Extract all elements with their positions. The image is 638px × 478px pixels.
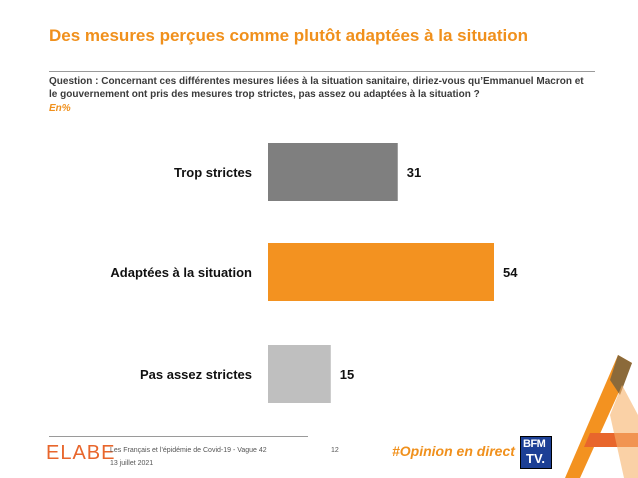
- hashtag-text: #Opinion en direct: [392, 443, 515, 459]
- bar-2: [268, 345, 331, 403]
- page-number: 12: [331, 447, 339, 454]
- bfmtv-logo-line1: BFM: [523, 438, 546, 450]
- unit-label: En%: [49, 103, 71, 114]
- value-label-1: 54: [503, 265, 518, 280]
- header-divider: [49, 71, 595, 72]
- question-text: Question : Concernant ces différentes me…: [49, 76, 584, 100]
- elabe-logo-text: ELABE: [46, 442, 116, 464]
- study-date: 13 juillet 2021: [110, 460, 154, 467]
- bar-chart: Trop strictes 31 Adaptées à la situation 54…: [110, 143, 518, 403]
- page-title: Des mesures perçues comme plutôt adaptée…: [49, 26, 528, 45]
- bfmtv-logo-line2: TV.: [526, 451, 546, 466]
- study-name: Les Français et l’épidémie de Covid-19 -…: [110, 447, 267, 454]
- bfmtv-logo: BFM TV.: [520, 436, 552, 469]
- category-label-2: Pas assez strictes: [140, 367, 252, 382]
- elabe-triangle-decoration: [565, 355, 638, 478]
- elabe-logo: ELABE: [46, 442, 115, 465]
- value-label-2: 15: [340, 367, 354, 382]
- footer-divider: [49, 436, 308, 437]
- category-label-1: Adaptées à la situation: [110, 265, 252, 280]
- bar-1: [268, 243, 494, 301]
- value-label-0: 31: [407, 165, 421, 180]
- category-label-0: Trop strictes: [174, 165, 252, 180]
- bar-0: [268, 143, 398, 201]
